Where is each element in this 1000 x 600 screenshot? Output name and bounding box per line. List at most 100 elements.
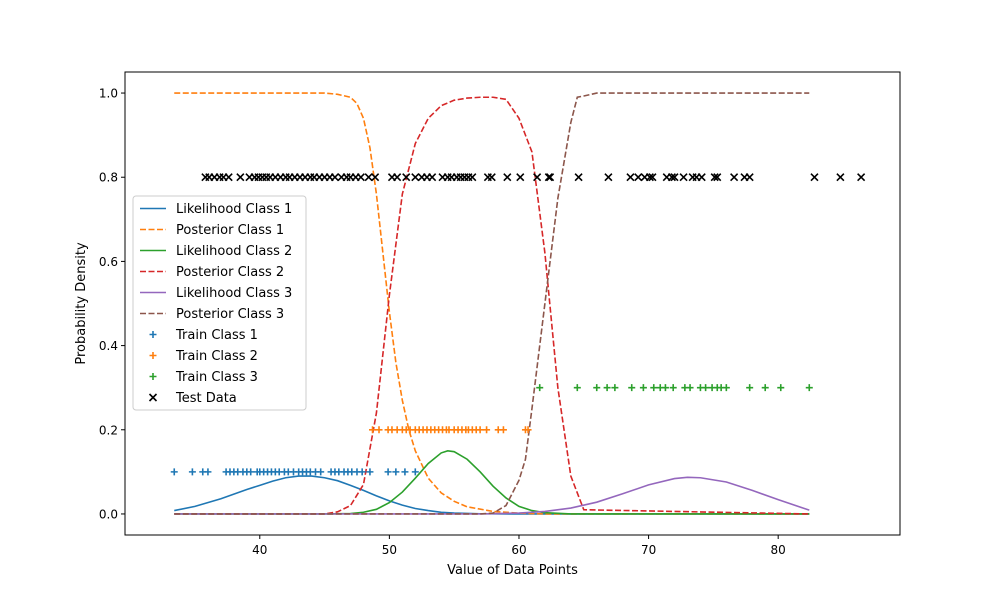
marker-train-class-2	[499, 426, 507, 434]
x-tick-label: 80	[771, 543, 786, 557]
scatter-markers	[170, 173, 866, 476]
marker-test-data	[713, 173, 722, 182]
legend-label-posterior-class-2: Posterior Class 2	[176, 265, 284, 280]
x-tick-label: 40	[252, 543, 267, 557]
marker-train-class-3	[669, 384, 677, 392]
legend-label-posterior-class-1: Posterior Class 1	[176, 223, 284, 238]
marker-train-class-2	[375, 426, 383, 434]
x-tick-label: 60	[511, 543, 526, 557]
marker-train-class-1	[384, 468, 392, 476]
series-posterior-class-1	[174, 92, 810, 515]
y-tick-label: 0.2	[99, 423, 118, 437]
marker-train-class-2	[483, 426, 491, 434]
marker-test-data	[730, 173, 739, 182]
x-axis-label: Value of Data Points	[447, 563, 578, 578]
legend-swatch-train-class-3	[149, 373, 157, 380]
legend-label-test-data: Test Data	[175, 391, 237, 406]
marker-test-data	[857, 173, 866, 182]
marker-test-data	[710, 173, 719, 182]
legend-swatch-train-class-2	[149, 352, 157, 359]
series-posterior-class-2	[174, 96, 810, 515]
marker-test-data	[224, 173, 233, 182]
marker-train-class-3	[593, 384, 601, 392]
marker-test-data	[604, 173, 613, 182]
marker-test-data	[533, 173, 542, 182]
marker-train-class-1	[317, 468, 325, 476]
marker-train-class-2	[524, 426, 532, 434]
marker-test-data	[836, 173, 845, 182]
marker-train-class-2	[476, 426, 484, 434]
marker-test-data	[634, 173, 643, 182]
marker-train-class-3	[639, 384, 647, 392]
marker-train-class-1	[366, 468, 374, 476]
y-tick-label: 1.0	[99, 87, 118, 101]
series-likelihood-class-2	[174, 450, 810, 515]
legend-label-likelihood-class-2: Likelihood Class 2	[176, 244, 292, 259]
legend-label-likelihood-class-3: Likelihood Class 3	[176, 286, 292, 301]
legend-swatch-test-data	[148, 393, 158, 402]
marker-train-class-1	[401, 468, 409, 476]
marker-test-data	[330, 173, 340, 182]
y-tick-label: 0.0	[99, 507, 118, 521]
marker-test-data	[697, 173, 706, 182]
marker-test-data	[745, 173, 754, 182]
marker-test-data	[645, 173, 654, 182]
marker-train-class-3	[650, 384, 658, 392]
marker-test-data	[468, 173, 477, 182]
marker-test-data	[371, 173, 380, 182]
marker-train-class-3	[628, 384, 636, 392]
marker-test-data	[667, 173, 676, 182]
marker-test-data	[487, 173, 496, 182]
marker-train-class-3	[573, 384, 581, 392]
series-likelihood-class-3	[174, 476, 810, 515]
marker-train-class-3	[536, 384, 544, 392]
marker-test-data	[670, 173, 679, 182]
plot-frame	[124, 71, 901, 536]
x-tick-label: 70	[641, 543, 656, 557]
legend-label-posterior-class-3: Posterior Class 3	[176, 307, 284, 322]
marker-train-class-3	[611, 384, 619, 392]
marker-test-data	[810, 173, 819, 182]
marker-test-data	[428, 173, 437, 182]
y-axis-ticks: 0.0 0.2 0.4 0.6 0.8 1.0	[99, 87, 125, 521]
marker-test-data	[236, 173, 245, 182]
marker-train-class-3	[746, 384, 754, 392]
marker-train-class-1	[188, 468, 196, 476]
likelihood-posterior-curves	[174, 92, 810, 515]
marker-train-class-3	[777, 384, 785, 392]
marker-test-data	[356, 173, 365, 182]
marker-test-data	[503, 173, 512, 182]
marker-train-class-3	[805, 384, 813, 392]
marker-test-data	[402, 173, 411, 182]
legend-label-likelihood-class-1: Likelihood Class 1	[176, 202, 292, 217]
marker-train-class-3	[722, 384, 730, 392]
marker-test-data	[648, 173, 657, 182]
marker-train-class-1	[392, 468, 400, 476]
legend: Likelihood Class 1 Posterior Class 1 Likel…	[132, 195, 307, 411]
marker-train-class-3	[761, 384, 769, 392]
marker-train-class-1	[411, 468, 419, 476]
y-axis-label: Probability Density	[74, 242, 89, 365]
y-tick-label: 0.4	[99, 339, 118, 353]
marker-train-class-1	[358, 468, 366, 476]
legend-label-train-class-3: Train Class 3	[175, 370, 258, 385]
y-tick-label: 0.6	[99, 255, 118, 269]
marker-test-data	[574, 173, 583, 182]
marker-train-class-3	[686, 384, 694, 392]
marker-train-class-1	[204, 468, 212, 476]
marker-test-data	[544, 173, 553, 182]
marker-train-class-3	[702, 384, 710, 392]
x-axis-ticks: 40 50 60 70 80	[252, 535, 786, 557]
marker-train-class-2	[369, 426, 377, 434]
legend-box	[132, 195, 307, 411]
legend-label-train-class-1: Train Class 1	[175, 328, 258, 343]
marker-test-data	[546, 173, 555, 182]
x-tick-label: 50	[382, 543, 397, 557]
marker-test-data	[679, 173, 688, 182]
marker-test-data	[411, 173, 420, 182]
legend-label-train-class-2: Train Class 2	[175, 349, 258, 364]
marker-test-data	[364, 173, 373, 182]
marker-test-data	[393, 173, 402, 182]
series-posterior-class-3	[174, 92, 810, 515]
